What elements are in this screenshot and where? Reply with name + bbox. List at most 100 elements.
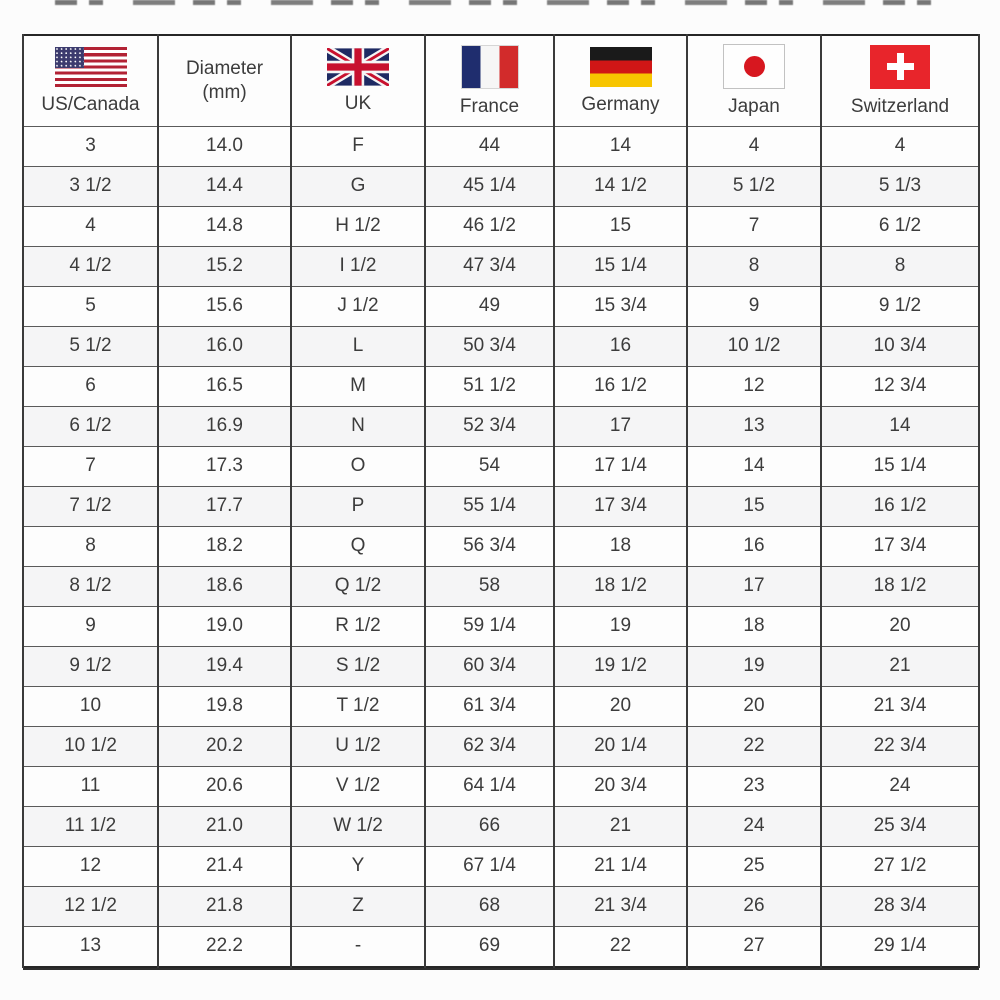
ring-size-conversion-table: US/Canada Diameter (mm)	[22, 34, 980, 968]
cell-uk: L	[290, 325, 426, 367]
cell-japan: 13	[686, 405, 822, 447]
cell-us: 6	[22, 365, 159, 407]
cell-switzerland: 27 1/2	[820, 845, 980, 887]
cell-switzerland: 9 1/2	[820, 285, 980, 327]
cell-france: 55 1/4	[424, 485, 555, 527]
column-header-germany: Germany	[553, 34, 688, 127]
cell-uk: U 1/2	[290, 725, 426, 767]
cell-france: 69	[424, 925, 555, 968]
cell-germany: 20	[553, 685, 688, 727]
cell-switzerland: 24	[820, 765, 980, 807]
cell-uk: Z	[290, 885, 426, 927]
cell-germany: 14	[553, 125, 688, 167]
table-row: 7 1/2 17.7 P 55 1/4 17 3/4 15 16 1/2	[22, 485, 980, 527]
cell-diameter: 18.6	[157, 565, 292, 607]
cell-france: 62 3/4	[424, 725, 555, 767]
cell-germany: 16	[553, 325, 688, 367]
cell-uk: N	[290, 405, 426, 447]
cell-diameter: 16.0	[157, 325, 292, 367]
cell-us: 4	[22, 205, 159, 247]
cropped-text-noise	[55, 0, 945, 5]
cell-us: 4 1/2	[22, 245, 159, 287]
cell-switzerland: 15 1/4	[820, 445, 980, 487]
cell-france: 45 1/4	[424, 165, 555, 207]
japan-flag-icon	[723, 44, 785, 89]
cell-france: 56 3/4	[424, 525, 555, 567]
cell-france: 61 3/4	[424, 685, 555, 727]
cell-us: 7 1/2	[22, 485, 159, 527]
cell-us: 13	[22, 925, 159, 968]
table-row: 4 14.8 H 1/2 46 1/2 15 7 6 1/2	[22, 205, 980, 247]
table-row: 5 1/2 16.0 L 50 3/4 16 10 1/2 10 3/4	[22, 325, 980, 367]
cell-japan: 5 1/2	[686, 165, 822, 207]
cell-germany: 22	[553, 925, 688, 968]
cell-us: 8	[22, 525, 159, 567]
cell-germany: 18	[553, 525, 688, 567]
column-label: Diameter	[185, 57, 264, 79]
cell-diameter: 14.0	[157, 125, 292, 167]
table-row: 13 22.2-69 22 27 29 1/4	[22, 925, 980, 968]
cell-us: 7	[22, 445, 159, 487]
table-row: 3 14.0 F 44 14 4 4	[22, 125, 980, 167]
column-label: Japan	[728, 96, 780, 117]
cell-us: 10	[22, 685, 159, 727]
cell-uk: O	[290, 445, 426, 487]
germany-flag-icon	[589, 46, 652, 87]
cell-france: 64 1/4	[424, 765, 555, 807]
cell-switzerland: 28 3/4	[820, 885, 980, 927]
column-label: France	[459, 95, 520, 117]
france-flag-icon	[460, 44, 519, 89]
cell-diameter: 16.5	[157, 365, 292, 407]
cell-switzerland: 22 3/4	[820, 725, 980, 767]
uk-flag-icon	[327, 47, 389, 86]
cell-switzerland: 6 1/2	[820, 205, 980, 247]
cell-uk: V 1/2	[290, 765, 426, 807]
cell-japan: 10 1/2	[686, 325, 822, 367]
cell-germany: 15 1/4	[553, 245, 688, 287]
cell-diameter: 14.4	[157, 165, 292, 207]
cell-france: 52 3/4	[424, 405, 555, 447]
column-header-switzerland: Switzerland	[820, 34, 980, 127]
column-header-diameter: Diameter (mm)	[157, 34, 292, 127]
cell-japan: 19	[686, 645, 822, 687]
table-row: 7 17.3 O 54 17 1/4 14 15 1/4	[22, 445, 980, 487]
cell-diameter: 20.2	[157, 725, 292, 767]
cell-diameter: 15.2	[157, 245, 292, 287]
cell-diameter: 19.8	[157, 685, 292, 727]
cell-france: 54	[424, 445, 555, 487]
cell-uk: Y	[290, 845, 426, 887]
cell-france: 59 1/4	[424, 605, 555, 647]
cell-diameter: 18.2	[157, 525, 292, 567]
cell-us: 12 1/2	[22, 885, 159, 927]
cell-france: 58	[424, 565, 555, 607]
us-flag-icon	[54, 46, 127, 87]
cell-japan: 16	[686, 525, 822, 567]
cell-us: 3 1/2	[22, 165, 159, 207]
cell-us: 11	[22, 765, 159, 807]
cell-uk: M	[290, 365, 426, 407]
column-label: Switzerland	[850, 95, 950, 117]
cell-france: 49	[424, 285, 555, 327]
cell-us: 6 1/2	[22, 405, 159, 447]
cell-switzerland: 10 3/4	[820, 325, 980, 367]
cell-japan: 18	[686, 605, 822, 647]
cell-japan: 14	[686, 445, 822, 487]
column-header-japan: Japan	[686, 34, 822, 127]
cell-japan: 8	[686, 245, 822, 287]
cell-uk: G	[290, 165, 426, 207]
table-row: 8 18.2 Q 56 3/4 18 16 17 3/4	[22, 525, 980, 567]
cell-japan: 9	[686, 285, 822, 327]
cell-uk: P	[290, 485, 426, 527]
cell-france: 60 3/4	[424, 645, 555, 687]
column-header-us-canada: US/Canada	[22, 34, 159, 127]
cell-germany: 21 1/4	[553, 845, 688, 887]
table-row: 11 1/2 21.0 W 1/2 66 21 24 25 3/4	[22, 805, 980, 847]
cell-uk: J 1/2	[290, 285, 426, 327]
cell-uk: R 1/2	[290, 605, 426, 647]
cell-switzerland: 8	[820, 245, 980, 287]
table-row: 11 20.6 V 1/2 64 1/4 20 3/4 23 24	[22, 765, 980, 807]
cell-germany: 14 1/2	[553, 165, 688, 207]
cell-japan: 23	[686, 765, 822, 807]
table-row: 5 15.6 J 1/2 49 15 3/4 9 9 1/2	[22, 285, 980, 327]
cell-japan: 25	[686, 845, 822, 887]
